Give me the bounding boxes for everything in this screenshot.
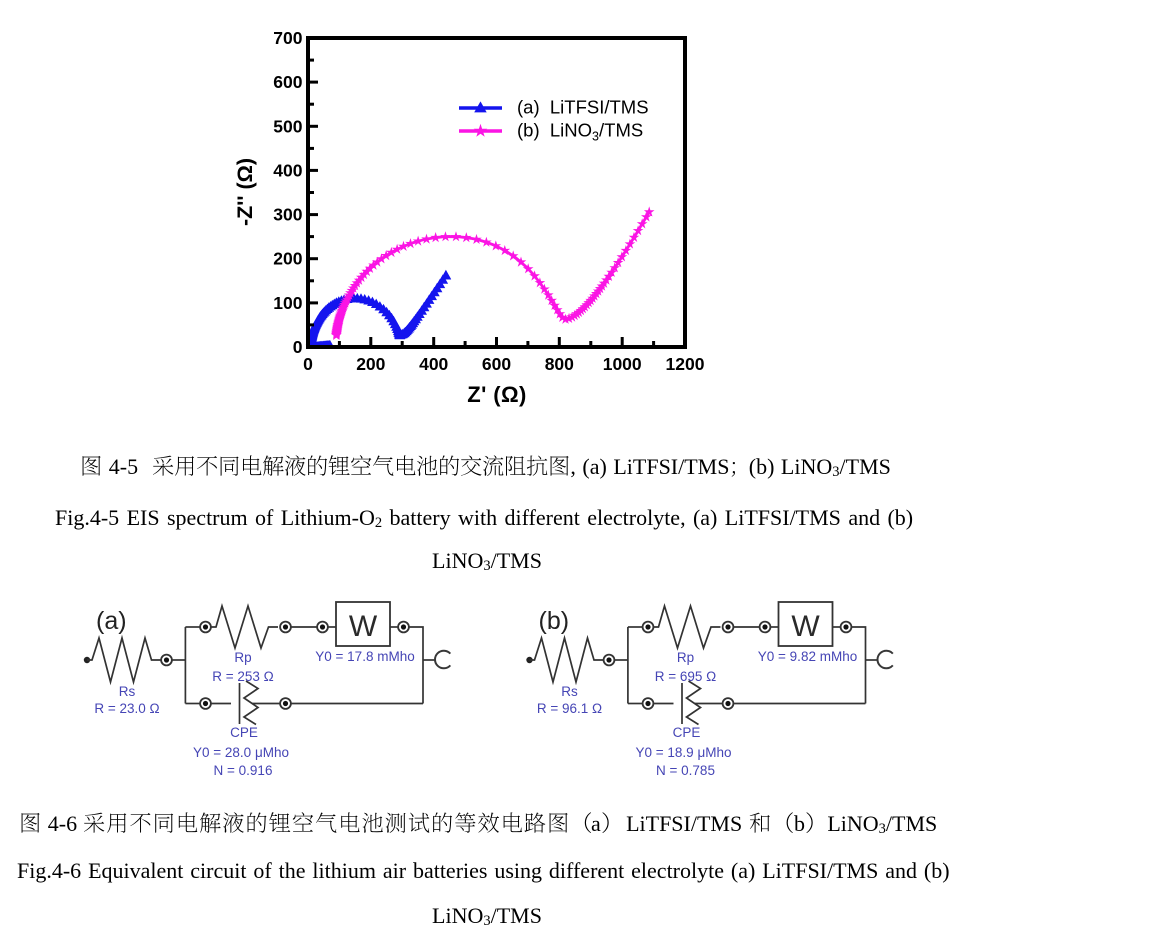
svg-text:200: 200 [273,249,302,269]
svg-text:R = 96.1 Ω: R = 96.1 Ω [537,701,602,716]
svg-text:300: 300 [273,205,302,225]
svg-text:600: 600 [482,354,511,374]
svg-text:200: 200 [356,354,385,374]
svg-text:Rp: Rp [234,650,251,665]
svg-text:0: 0 [293,337,303,357]
svg-text:Y0 = 17.8 mMho: Y0 = 17.8 mMho [315,649,414,664]
svg-text:W: W [349,610,378,643]
svg-text:R = 23.0 Ω: R = 23.0 Ω [94,701,159,716]
svg-text:CPE: CPE [230,725,258,740]
svg-text:Y0 = 18.9 μMho: Y0 = 18.9 μMho [636,745,732,760]
svg-text:100: 100 [273,293,302,313]
svg-text:Y0 = 9.82 mMho: Y0 = 9.82 mMho [758,649,857,664]
svg-text:Rp: Rp [677,650,694,665]
svg-text:(b) LiNO3/TMS: (b) LiNO3/TMS [517,120,643,144]
svg-text:W: W [791,610,820,643]
svg-text:N = 0.916: N = 0.916 [214,763,273,778]
svg-text:0: 0 [303,354,313,374]
svg-text:(a): (a) [96,607,127,635]
svg-text:-Z'' (Ω): -Z'' (Ω) [233,158,257,226]
svg-text:1200: 1200 [666,354,705,374]
svg-text:CPE: CPE [673,725,701,740]
svg-text:800: 800 [545,354,574,374]
svg-text:Y0 = 28.0 μMho: Y0 = 28.0 μMho [193,745,289,760]
svg-text:(a) LiTFSI/TMS: (a) LiTFSI/TMS [517,97,649,118]
svg-text:600: 600 [273,72,302,92]
svg-text:Z' (Ω): Z' (Ω) [467,382,526,407]
svg-text:Rs: Rs [119,684,136,699]
svg-text:400: 400 [273,160,302,180]
svg-text:N = 0.785: N = 0.785 [656,763,715,778]
svg-text:400: 400 [419,354,448,374]
svg-text:500: 500 [273,116,302,136]
svg-text:1000: 1000 [603,354,642,374]
svg-text:R = 695 Ω: R = 695 Ω [655,669,717,684]
svg-text:Rs: Rs [561,684,578,699]
svg-text:(b): (b) [539,607,570,635]
svg-text:700: 700 [273,28,302,48]
svg-text:R = 253 Ω: R = 253 Ω [212,669,274,684]
